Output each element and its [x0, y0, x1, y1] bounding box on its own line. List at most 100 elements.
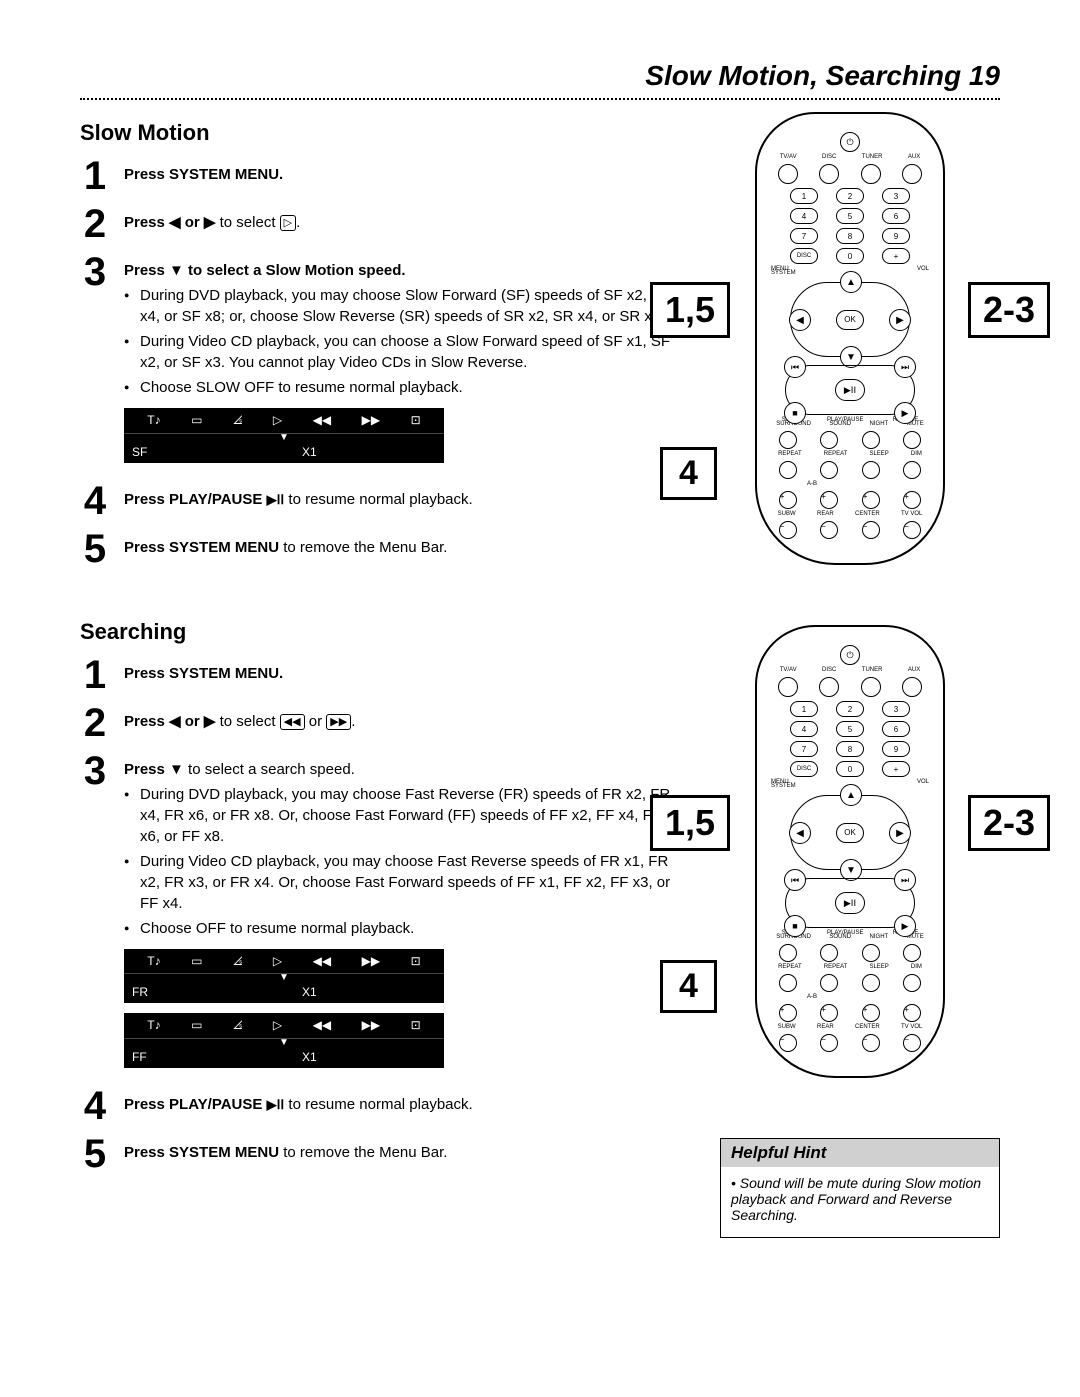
remote-label: TV/AV — [780, 667, 797, 673]
num-2: 2 — [836, 701, 864, 717]
sr-step4-suffix: to resume normal playback. — [284, 1096, 472, 1113]
remote-button — [820, 461, 838, 479]
num-7: 7 — [790, 228, 818, 244]
num-5: 5 — [836, 208, 864, 224]
next-icon: ⏭ — [894, 356, 916, 378]
remote-label: TV/AV — [780, 154, 797, 160]
page-header: Slow Motion, Searching 19 — [80, 60, 1000, 100]
plus-button: + — [882, 761, 910, 777]
sm-step-1: 1 Press SYSTEM MENU. — [80, 156, 680, 196]
plus-button: + — [882, 248, 910, 264]
system-label: SYSTEM — [771, 270, 796, 276]
left-arrow-icon: ◀ — [789, 309, 811, 331]
minus-icon: − — [779, 521, 797, 539]
plus-icon: + — [862, 491, 880, 509]
forward-icon: ▶▶ — [326, 714, 351, 730]
remote-label: REPEAT — [824, 451, 848, 457]
sm-step-3: 3 Press ▼ to select a Slow Motion speed.… — [80, 252, 680, 473]
remote-button — [903, 944, 921, 962]
step-number: 1 — [80, 655, 110, 695]
menubar-arrow: ▼ — [124, 434, 444, 442]
remote-button — [820, 974, 838, 992]
disc-button: DISC — [790, 761, 818, 777]
menubar-icon: T♪ — [147, 1017, 160, 1034]
callout-23: 2-3 — [968, 282, 1050, 338]
menubar-icon: ▷ — [273, 1017, 282, 1034]
plus-icon: + — [903, 1004, 921, 1022]
searching-section: Searching 1 Press SYSTEM MENU. 2 Press ◀… — [80, 619, 680, 1174]
plus-icon: + — [862, 1004, 880, 1022]
plus-icon: + — [779, 1004, 797, 1022]
num-6: 6 — [882, 721, 910, 737]
right-arrow-icon: ▶ — [889, 822, 911, 844]
hint-body: Sound will be mute during Slow motion pl… — [721, 1167, 999, 1237]
menubar-value: X1 — [302, 984, 317, 1001]
remote-button — [778, 164, 798, 184]
num-5: 5 — [836, 721, 864, 737]
sr-step3-b2: During Video CD playback, you may choose… — [124, 851, 680, 914]
num-9: 9 — [882, 741, 910, 757]
remote-label: SUBW — [778, 1024, 796, 1030]
plus-icon: + — [820, 491, 838, 509]
menubar-icon: ▶▶ — [362, 1017, 380, 1034]
minus-icon: − — [903, 521, 921, 539]
menubar-label: FR — [132, 984, 192, 1001]
num-3: 3 — [882, 188, 910, 204]
remote-button — [903, 431, 921, 449]
step-number: 4 — [80, 1086, 110, 1126]
step-number: 4 — [80, 481, 110, 521]
power-icon: ⏻ — [840, 132, 860, 152]
menubar-icon: ▭ — [191, 1017, 202, 1034]
remote-label: CENTER — [855, 511, 880, 517]
nav-ring: ▲ ▼ ◀ ▶ OK — [790, 282, 910, 357]
vol-label: VOL — [917, 779, 929, 785]
sr-menu-bar-fr: T♪ ▭ ⦞ ▷ ◀◀ ▶▶ ⊡ ▼ FR X1 — [124, 949, 444, 1004]
plus-icon: + — [820, 1004, 838, 1022]
sr-step5-prefix: Press SYSTEM MENU — [124, 1144, 279, 1161]
sm-step3-b1: During DVD playback, you may choose Slow… — [124, 285, 680, 327]
menubar-icon: ⦞ — [233, 412, 242, 429]
remote-button — [819, 677, 839, 697]
system-label: SYSTEM — [771, 783, 796, 789]
sm-step-4: 4 Press PLAY/PAUSE ▶ⅠⅠ to resume normal … — [80, 481, 680, 521]
minus-icon: − — [820, 521, 838, 539]
step-number: 5 — [80, 529, 110, 569]
menubar-icon: ◀◀ — [313, 412, 331, 429]
num-1: 1 — [790, 188, 818, 204]
remote-button — [779, 461, 797, 479]
sm-step3-title: Press ▼ to select a Slow Motion speed. — [124, 262, 406, 279]
sm-step-5: 5 Press SYSTEM MENU to remove the Menu B… — [80, 529, 680, 569]
num-1: 1 — [790, 701, 818, 717]
play-pause-icon: ▶ⅠⅠ — [835, 379, 865, 401]
menubar-icon: T♪ — [147, 953, 160, 970]
menubar-icon: ◀◀ — [313, 1017, 331, 1034]
sm-step3-b3: Choose SLOW OFF to resume normal playbac… — [124, 377, 680, 398]
menubar-icon: ▭ — [191, 953, 202, 970]
remote-label: SUBW — [778, 511, 796, 517]
remote-label: TV VOL — [901, 1024, 922, 1030]
stop-icon: ■ — [784, 915, 806, 937]
slow-icon: ▷ — [280, 215, 296, 231]
vol-label: VOL — [917, 266, 929, 272]
remote-button — [820, 944, 838, 962]
menubar-label: FF — [132, 1049, 192, 1066]
ab-label: A-B — [807, 481, 817, 487]
sr-menu-bar-ff: T♪ ▭ ⦞ ▷ ◀◀ ▶▶ ⊡ ▼ FF X1 — [124, 1013, 444, 1068]
num-3: 3 — [882, 701, 910, 717]
step-number: 5 — [80, 1134, 110, 1174]
sm-step4-suffix: to resume normal playback. — [284, 491, 472, 508]
ok-button: OK — [836, 310, 864, 330]
sm-step5-suffix: to remove the Menu Bar. — [279, 539, 447, 556]
slow-motion-heading: Slow Motion — [80, 120, 680, 146]
step-number: 3 — [80, 751, 110, 1078]
menubar-icon: ▶▶ — [362, 412, 380, 429]
power-icon: ⏻ — [840, 645, 860, 665]
remote-button — [819, 164, 839, 184]
content: Slow Motion 1 Press SYSTEM MENU. 2 Press… — [80, 112, 1000, 1238]
remote-button — [779, 974, 797, 992]
sr-step4-prefix: Press PLAY/PAUSE — [124, 1096, 267, 1113]
remote-button — [903, 974, 921, 992]
minus-icon: − — [862, 521, 880, 539]
remote-button — [902, 677, 922, 697]
menubar-value: X1 — [302, 1049, 317, 1066]
